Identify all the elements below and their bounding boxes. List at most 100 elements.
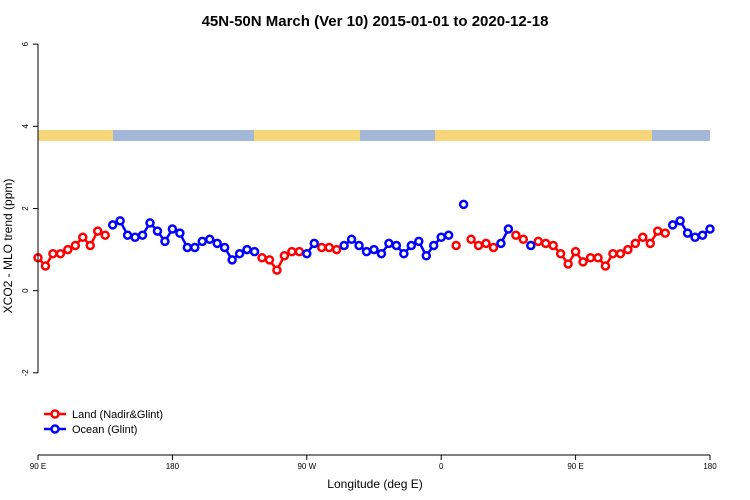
data-point bbox=[331, 244, 342, 255]
ocean-strip bbox=[113, 130, 254, 141]
x-tick-label: 90 E bbox=[30, 462, 46, 471]
data-point bbox=[503, 224, 514, 234]
data-point bbox=[324, 242, 334, 253]
data-point bbox=[638, 232, 648, 243]
data-point bbox=[555, 248, 566, 259]
data-point bbox=[466, 234, 476, 245]
data-point bbox=[623, 244, 633, 255]
x-tick-label: 90 E bbox=[567, 462, 583, 471]
data-point bbox=[630, 238, 641, 249]
data-point bbox=[705, 224, 715, 234]
data-point bbox=[197, 236, 208, 247]
land-ocean-strip bbox=[38, 130, 710, 141]
data-point bbox=[257, 253, 267, 263]
data-point bbox=[78, 232, 88, 243]
data-point bbox=[339, 240, 349, 251]
data-point bbox=[399, 248, 409, 259]
data-point bbox=[384, 238, 394, 249]
data-point bbox=[585, 253, 596, 263]
data-point bbox=[615, 248, 626, 259]
data-point bbox=[55, 248, 66, 259]
data-point bbox=[219, 242, 230, 253]
data-point bbox=[190, 242, 200, 253]
data-point bbox=[667, 220, 678, 230]
chart-title: 45N-50N March (Ver 10) 2015-01-01 to 202… bbox=[202, 13, 549, 30]
y-tick-label: 6 bbox=[21, 41, 30, 46]
data-point bbox=[697, 230, 708, 240]
data-point bbox=[451, 240, 461, 251]
data-point bbox=[548, 240, 558, 251]
data-point bbox=[63, 244, 73, 255]
y-tick-label: 2 bbox=[21, 206, 30, 211]
data-point bbox=[608, 248, 618, 259]
data-point bbox=[354, 240, 364, 251]
data-point bbox=[600, 261, 611, 271]
data-point bbox=[167, 224, 178, 234]
data-point bbox=[160, 236, 170, 247]
data-point bbox=[175, 228, 185, 238]
x-tick-label: 180 bbox=[703, 462, 717, 471]
data-point bbox=[204, 234, 215, 245]
data-point bbox=[436, 232, 446, 243]
data-point bbox=[294, 246, 305, 257]
data-point bbox=[85, 240, 96, 251]
data-point bbox=[100, 230, 110, 240]
data-point bbox=[70, 240, 81, 251]
data-point bbox=[316, 242, 327, 253]
y-tick-label: 4 bbox=[21, 124, 30, 129]
data-point bbox=[346, 234, 357, 245]
data-point bbox=[287, 246, 297, 257]
data-point bbox=[458, 199, 469, 210]
data-point bbox=[130, 232, 140, 243]
data-point bbox=[593, 253, 603, 263]
data-point bbox=[137, 230, 148, 240]
data-point bbox=[309, 238, 320, 249]
data-point bbox=[443, 230, 454, 240]
data-point bbox=[361, 246, 372, 257]
data-point bbox=[421, 250, 432, 261]
data-point bbox=[376, 248, 387, 259]
data-point bbox=[518, 234, 529, 245]
y-tick-label: 0 bbox=[21, 288, 30, 293]
data-point bbox=[264, 255, 275, 265]
data-point bbox=[540, 238, 551, 249]
data-point bbox=[145, 218, 155, 228]
ocean-strip bbox=[652, 130, 710, 141]
data-point bbox=[511, 230, 521, 240]
data-point bbox=[212, 238, 222, 249]
plot-area bbox=[33, 199, 715, 275]
legend-label: Land (Nadir&Glint) bbox=[72, 409, 163, 421]
ocean-strip bbox=[360, 130, 435, 141]
data-point bbox=[182, 242, 193, 253]
data-point bbox=[690, 232, 700, 243]
y-tick-label: -2 bbox=[21, 369, 30, 377]
legend-marker bbox=[50, 424, 60, 434]
data-point bbox=[272, 265, 282, 275]
data-point bbox=[570, 246, 581, 257]
data-point bbox=[107, 220, 118, 230]
data-point bbox=[473, 240, 484, 251]
y-axis-label: XCO2 - MLO trend (ppm) bbox=[1, 179, 15, 314]
data-point bbox=[488, 242, 499, 253]
x-tick-label: 0 bbox=[439, 462, 444, 471]
data-point bbox=[242, 244, 252, 255]
data-point bbox=[563, 259, 573, 269]
data-point bbox=[92, 226, 103, 236]
data-point bbox=[533, 236, 544, 247]
data-point bbox=[428, 240, 439, 251]
legend-marker bbox=[50, 409, 60, 419]
data-point bbox=[481, 238, 491, 249]
data-point bbox=[414, 236, 424, 247]
data-point bbox=[234, 248, 245, 259]
data-point bbox=[675, 216, 685, 226]
data-point bbox=[122, 230, 133, 240]
x-tick-label: 90 W bbox=[297, 462, 316, 471]
data-point bbox=[660, 228, 670, 238]
data-point bbox=[115, 216, 125, 226]
x-tick-label: 180 bbox=[166, 462, 180, 471]
data-point bbox=[391, 240, 402, 251]
data-point bbox=[526, 240, 536, 251]
data-point bbox=[302, 248, 312, 259]
data-point bbox=[496, 238, 506, 249]
